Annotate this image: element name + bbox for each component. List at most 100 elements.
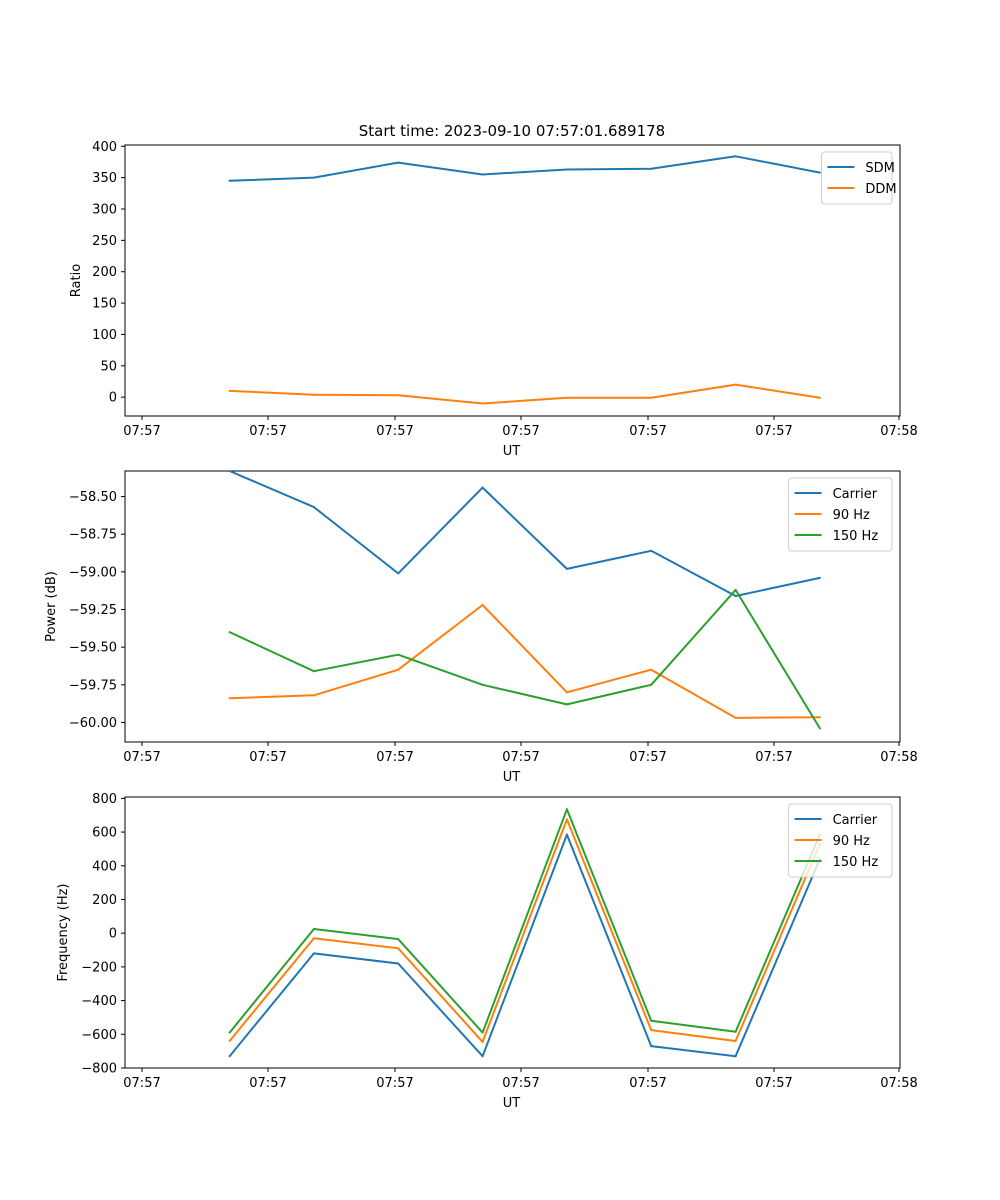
p2-data-point: [734, 1040, 737, 1043]
p2-data-point: [734, 1055, 737, 1058]
p2-x-axis-label: UT: [503, 1096, 521, 1111]
p2-data-point: [734, 1030, 737, 1033]
p1-x-tick-label: 07:57: [376, 750, 413, 765]
p0-data-point: [650, 167, 653, 170]
p2-data-point: [481, 1031, 484, 1034]
p2-data-point: [228, 1040, 231, 1043]
p1-x-tick-label: 07:57: [123, 750, 160, 765]
p1-legend-label: 150 Hz: [833, 529, 879, 544]
p2-data-point: [650, 1029, 653, 1032]
p2-legend-label: Carrier: [833, 813, 878, 828]
p1-legend-label: Carrier: [833, 487, 878, 502]
p2-data-point: [650, 1019, 653, 1022]
p1-x-axis-label: UT: [503, 770, 521, 785]
p2-data-point: [228, 1055, 231, 1058]
p2-series-line-carrier: [228, 833, 821, 1058]
p1-y-tick-label: −59.50: [69, 641, 117, 656]
p1-axes-frame: [124, 470, 901, 743]
p2-legend-label: 150 Hz: [833, 855, 879, 870]
p0-data-point: [818, 171, 821, 174]
p0-data-point: [734, 155, 737, 158]
p0-y-tick-label: 150: [92, 297, 117, 312]
p1-x-tick-label: 07:57: [755, 750, 792, 765]
p1-data-point: [312, 670, 315, 673]
p0-data-point: [481, 402, 484, 405]
p0-legend: SDM DDM: [820, 151, 897, 205]
p2-y-tick-label: 600: [92, 826, 117, 841]
p1-data-point: [734, 594, 737, 597]
p0-data-point: [565, 396, 568, 399]
p2-x-tick-label: 07:57: [376, 1076, 413, 1091]
p2-data-point: [397, 962, 400, 965]
p2-x-tick-label: 07:57: [502, 1076, 539, 1091]
p2-legend: Carrier 90 Hz 150 Hz: [788, 803, 893, 878]
p1-data-point: [565, 691, 568, 694]
p2-data-point: [312, 927, 315, 930]
p1-y-tick-label: −59.25: [69, 603, 117, 618]
p0-data-point: [397, 161, 400, 164]
p1-y-tick-label: −59.00: [69, 565, 117, 580]
p0-series-line-ddm: [229, 383, 821, 405]
p1-x-tick-label: 07:57: [502, 750, 539, 765]
p0-y-tick-label: 300: [92, 202, 117, 217]
p1-data-point: [650, 683, 653, 686]
p2-x-tick-label: 07:57: [123, 1076, 160, 1091]
p0-data-point: [312, 393, 315, 396]
p2-data-point: [228, 1031, 231, 1034]
p2-y-tick-label: −600: [81, 1028, 117, 1043]
p2-data-point: [565, 808, 568, 811]
p1-data-point: [565, 703, 568, 706]
p0-legend-label: SDM: [865, 161, 894, 176]
p0-y-tick-label: 250: [92, 234, 117, 249]
p2-data-point: [481, 1040, 484, 1043]
p1-data-point: [228, 470, 231, 472]
p1-y-tick-label: −60.00: [69, 716, 117, 731]
p1-data-point: [650, 549, 653, 552]
p2-data-point: [565, 833, 568, 836]
p2-legend-box: [788, 803, 893, 878]
p2-y-tick-label: 400: [92, 859, 117, 874]
p1-series-line-carrier: [229, 470, 821, 597]
p1-data-point: [397, 572, 400, 575]
p2-y-tick-label: −200: [81, 960, 117, 975]
p2-x-tick-label: 07:58: [880, 1076, 917, 1091]
p2-x-tick-label: 07:57: [629, 1076, 666, 1091]
p2-legend-label: 90 Hz: [833, 834, 870, 849]
p0-y-tick-label: 100: [92, 328, 117, 343]
p1-data-point: [312, 694, 315, 697]
p2-data-point: [312, 937, 315, 940]
p2-series-line-90-hz: [228, 818, 821, 1043]
p0-x-tick-label: 07:57: [376, 424, 413, 439]
p0-data-point: [734, 383, 737, 386]
p0-data-point: [818, 396, 821, 399]
p1-data-point: [818, 576, 821, 579]
p1-data-point: [228, 697, 231, 700]
p1-x-tick-label: 07:58: [880, 750, 917, 765]
p0-y-tick-label: 350: [92, 171, 117, 186]
p1-data-point: [650, 668, 653, 671]
p2-y-tick-label: 200: [92, 893, 117, 908]
p1-x-tick-label: 07:57: [629, 750, 666, 765]
p0-y-tick-label: 200: [92, 265, 117, 280]
p0-x-tick-label: 07:57: [755, 424, 792, 439]
p2-y-axis-label: Frequency (Hz): [56, 883, 71, 981]
p1-data-point: [818, 727, 821, 730]
p0-y-tick-label: 0: [109, 391, 117, 406]
p2-data-point: [397, 938, 400, 941]
p0-x-tick-label: 07:57: [629, 424, 666, 439]
p0-x-axis-label: UT: [503, 444, 521, 459]
p0-data-point: [397, 394, 400, 397]
p0-data-point: [481, 173, 484, 176]
figure-title: Start time: 2023-09-10 07:57:01.689178: [359, 122, 665, 140]
p2-axes-frame: [124, 796, 901, 1069]
p0-legend-label: DDM: [865, 182, 896, 197]
p0-y-tick-label: 400: [92, 140, 117, 155]
p0-data-point: [650, 396, 653, 399]
p2-y-tick-label: 0: [109, 927, 117, 942]
p0-legend-box: [820, 151, 893, 205]
p0-data-point: [228, 389, 231, 392]
p0-axes-frame: [124, 144, 901, 417]
p1-data-point: [481, 486, 484, 489]
p2-x-tick-label: 07:57: [755, 1076, 792, 1091]
